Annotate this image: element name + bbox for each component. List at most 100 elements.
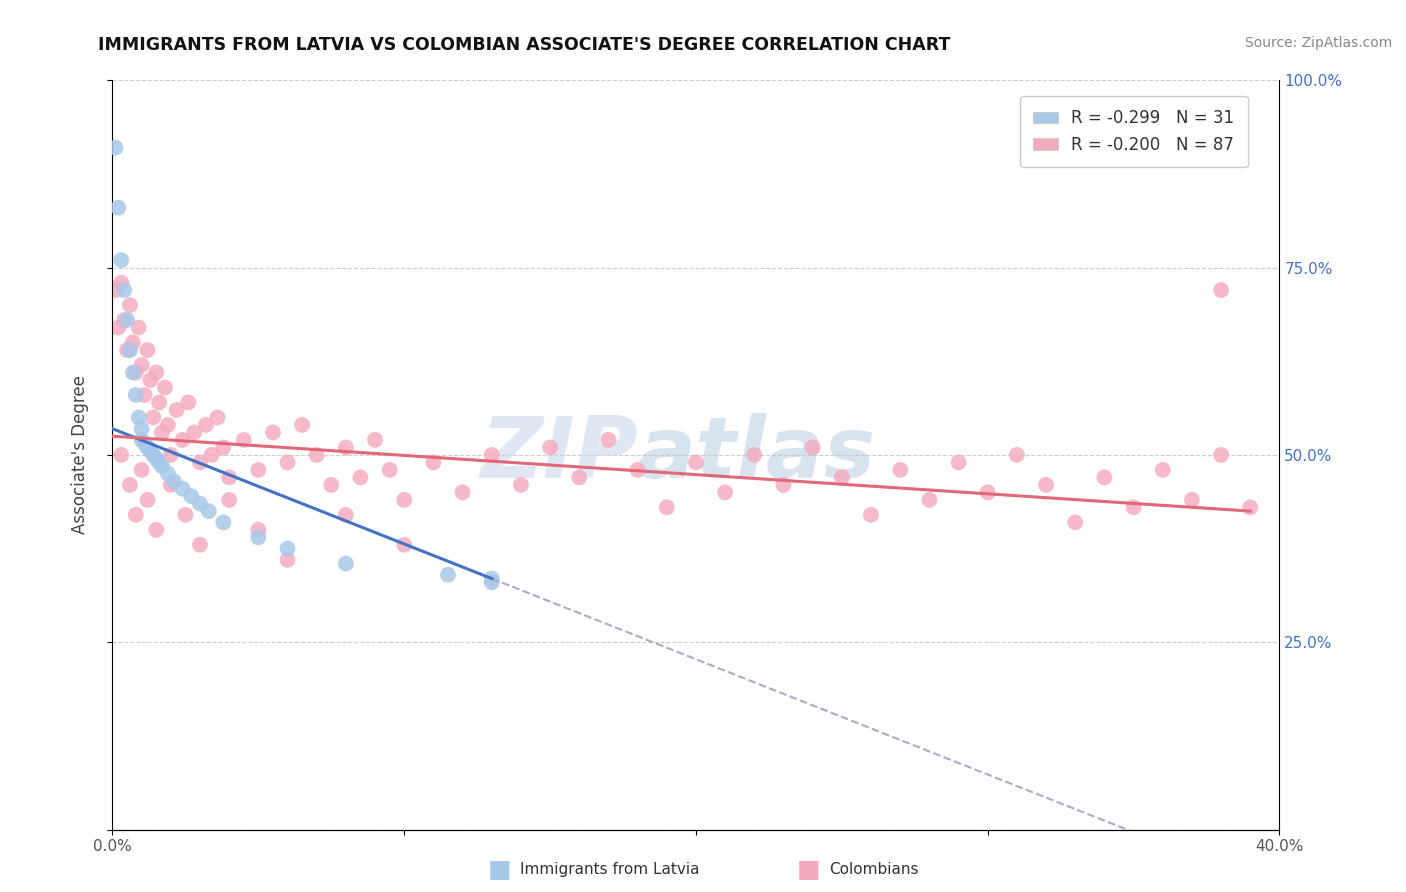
Point bbox=[321, 478, 343, 492]
Point bbox=[538, 441, 561, 455]
Text: IMMIGRANTS FROM LATVIA VS COLOMBIAN ASSOCIATE'S DEGREE CORRELATION CHART: IMMIGRANTS FROM LATVIA VS COLOMBIAN ASSO… bbox=[98, 36, 950, 54]
Point bbox=[156, 417, 179, 432]
Point bbox=[156, 467, 179, 481]
Point bbox=[134, 436, 156, 450]
Text: atlas: atlas bbox=[638, 413, 876, 497]
Point bbox=[150, 425, 173, 440]
Point bbox=[394, 492, 416, 507]
Point bbox=[509, 478, 531, 492]
Point bbox=[112, 313, 135, 327]
Point bbox=[134, 388, 156, 402]
Point bbox=[118, 478, 141, 492]
Y-axis label: Associate's Degree: Associate's Degree bbox=[70, 376, 89, 534]
Point bbox=[197, 504, 219, 518]
Point bbox=[125, 388, 148, 402]
Point bbox=[212, 441, 235, 455]
Point bbox=[115, 343, 138, 357]
Text: ■: ■ bbox=[488, 858, 510, 881]
Point bbox=[598, 433, 620, 447]
Point bbox=[212, 516, 235, 530]
Point bbox=[188, 497, 211, 511]
Point bbox=[291, 417, 314, 432]
Point bbox=[145, 451, 167, 466]
Point bbox=[136, 492, 159, 507]
Point bbox=[1239, 500, 1261, 515]
Point bbox=[201, 448, 224, 462]
Point bbox=[125, 508, 148, 522]
Point bbox=[218, 470, 240, 484]
Point bbox=[112, 283, 135, 297]
Point bbox=[107, 320, 129, 334]
Point bbox=[1094, 470, 1116, 484]
Point bbox=[918, 492, 941, 507]
Point bbox=[481, 575, 503, 590]
Point bbox=[139, 444, 162, 458]
Point bbox=[128, 320, 150, 334]
Point bbox=[118, 298, 141, 312]
Point bbox=[976, 485, 998, 500]
Point bbox=[262, 425, 284, 440]
Text: ZIP: ZIP bbox=[479, 413, 638, 497]
Point bbox=[860, 508, 883, 522]
Point bbox=[104, 141, 127, 155]
Text: Immigrants from Latvia: Immigrants from Latvia bbox=[520, 863, 700, 877]
Point bbox=[166, 403, 188, 417]
Point bbox=[714, 485, 737, 500]
Point bbox=[349, 470, 371, 484]
Point bbox=[174, 508, 197, 522]
Point bbox=[150, 459, 173, 474]
Point bbox=[145, 366, 167, 380]
Point bbox=[305, 448, 328, 462]
Point bbox=[451, 485, 474, 500]
Point bbox=[160, 448, 183, 462]
Point bbox=[772, 478, 794, 492]
Point bbox=[177, 395, 200, 409]
Point bbox=[148, 395, 170, 409]
Point bbox=[136, 441, 159, 455]
Text: Source: ZipAtlas.com: Source: ZipAtlas.com bbox=[1244, 36, 1392, 50]
Point bbox=[276, 541, 298, 556]
Point bbox=[1152, 463, 1174, 477]
Point bbox=[153, 380, 176, 394]
Point bbox=[655, 500, 678, 515]
Point bbox=[172, 433, 194, 447]
Point bbox=[110, 253, 132, 268]
Point bbox=[422, 455, 444, 469]
Point bbox=[163, 474, 186, 488]
Point bbox=[742, 448, 765, 462]
Point bbox=[148, 455, 170, 469]
Point bbox=[142, 448, 165, 462]
Point bbox=[139, 373, 162, 387]
Point bbox=[118, 343, 141, 357]
Point bbox=[188, 538, 211, 552]
Point bbox=[131, 433, 153, 447]
Point bbox=[335, 557, 357, 571]
Point bbox=[1035, 478, 1057, 492]
Point bbox=[247, 523, 270, 537]
Point bbox=[889, 463, 911, 477]
Point bbox=[104, 283, 127, 297]
Point bbox=[131, 358, 153, 372]
Point bbox=[194, 417, 217, 432]
Point bbox=[1122, 500, 1144, 515]
Point bbox=[568, 470, 591, 484]
Point bbox=[107, 201, 129, 215]
Point bbox=[394, 538, 416, 552]
Point bbox=[172, 482, 194, 496]
Point bbox=[335, 441, 357, 455]
Point bbox=[232, 433, 254, 447]
Point bbox=[948, 455, 970, 469]
Point bbox=[131, 422, 153, 436]
Point bbox=[378, 463, 401, 477]
Point bbox=[115, 313, 138, 327]
Point bbox=[180, 489, 202, 503]
Point bbox=[1209, 448, 1232, 462]
Text: ■: ■ bbox=[797, 858, 820, 881]
Point bbox=[1209, 283, 1232, 297]
Point bbox=[218, 492, 240, 507]
Point bbox=[627, 463, 650, 477]
Point bbox=[247, 530, 270, 544]
Point bbox=[481, 448, 503, 462]
Point bbox=[481, 572, 503, 586]
Point bbox=[801, 441, 824, 455]
